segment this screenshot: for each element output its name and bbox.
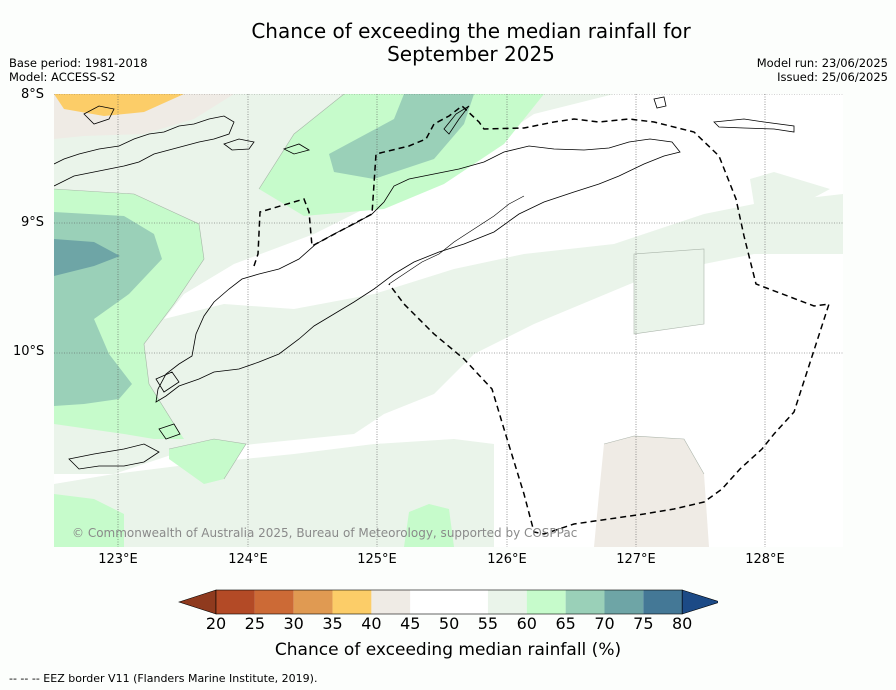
- colorbar-tick-label: 35: [322, 614, 343, 633]
- colorbar-tick-label: 60: [516, 614, 537, 633]
- colorbar-tick-label: 40: [361, 614, 382, 633]
- model-run: Model run: 23/06/2025: [756, 56, 888, 70]
- colorbar-tick-label: 70: [594, 614, 615, 633]
- colorbar: [178, 589, 718, 615]
- base-period: Base period: 1981-2018: [9, 56, 148, 70]
- border-timor: [388, 195, 525, 285]
- copyright-notice: © Commonwealth of Australia 2025, Bureau…: [72, 526, 578, 540]
- issued-date: Issued: 25/06/2025: [777, 70, 888, 84]
- colorbar-tick-label: 25: [244, 614, 266, 633]
- title-line-2: September 2025: [387, 42, 555, 66]
- meta-left: Base period: 1981-2018 Model: ACCESS-S2: [9, 56, 148, 84]
- lat-label-9s: 9°S: [21, 215, 45, 230]
- contour-55-60-ne: [750, 172, 830, 219]
- title-line-1: Chance of exceeding the median rainfall …: [251, 19, 691, 43]
- colorbar-cell: [254, 590, 294, 614]
- eez-footer-note: -- -- -- EEZ border V11 (Flanders Marine…: [9, 672, 318, 685]
- contour-60-65-sw: [169, 439, 246, 484]
- colorbar-tick-label: 65: [555, 614, 576, 633]
- coastline-rote: [68, 371, 181, 470]
- contour-35-40-nw: [54, 94, 184, 116]
- colorbar-tick-label: 50: [438, 614, 460, 633]
- colorbar-tick-label: 30: [283, 614, 304, 633]
- lon-label-127e: 127°E: [616, 552, 656, 567]
- colorbar-tick-label: 75: [633, 614, 654, 633]
- colorbar-tick-label: 20: [205, 614, 227, 633]
- colorbar-cell: [371, 590, 411, 614]
- colorbar-tick-label: 45: [400, 614, 421, 633]
- coastline-timor: [155, 138, 681, 403]
- colorbar-cell: [604, 590, 644, 614]
- contour-60-65-sw2: [54, 494, 124, 547]
- coastline-wetar: [443, 96, 795, 135]
- contour-65-70-north: [329, 94, 474, 179]
- eez-border: [253, 105, 831, 535]
- colorbar-extend-low: [178, 589, 217, 615]
- contour-60-65-southb: [404, 504, 454, 547]
- lat-label-8s: 8°S: [21, 87, 45, 102]
- colorbar-tick-label: 80: [672, 614, 693, 633]
- colorbar-label: Chance of exceeding median rainfall (%): [274, 640, 622, 660]
- colorbar-cell: [487, 590, 527, 614]
- lon-label-125e: 125°E: [357, 552, 397, 567]
- coastline-flores: [54, 115, 235, 187]
- coastline-solor: [83, 105, 311, 155]
- meta-right: Model run: 23/06/2025 Issued: 25/06/2025: [757, 56, 888, 84]
- gridlines: [54, 94, 843, 547]
- contour-55-60-east: [634, 249, 704, 334]
- lon-label-124e: 124°E: [228, 552, 268, 567]
- model-name: Model: ACCESS-S2: [9, 70, 116, 84]
- colorbar-cell: [293, 590, 333, 614]
- colorbar-cell: [410, 590, 450, 614]
- colorbar-extend-high: [681, 589, 718, 615]
- map-title: Chance of exceeding the median rainfall …: [0, 20, 896, 66]
- contour-40-45-south: [594, 436, 709, 547]
- colorbar-cell: [216, 590, 255, 614]
- contour-60-65-south: [364, 454, 489, 547]
- colorbar-cell: [449, 590, 488, 614]
- colorbar-cell: [526, 590, 566, 614]
- lon-label-128e: 128°E: [745, 552, 785, 567]
- lat-label-10s: 10°S: [13, 344, 45, 359]
- colorbar-cell: [643, 590, 683, 614]
- colorbar-frame: [215, 589, 683, 615]
- rainfall-map: [54, 94, 843, 547]
- lon-label-126e: 126°E: [487, 552, 527, 567]
- lon-label-123e: 123°E: [98, 552, 138, 567]
- contour-70-75-west: [54, 239, 120, 276]
- colorbar-cell: [565, 590, 605, 614]
- colorbar-tick-label: 55: [477, 614, 499, 633]
- colorbar-cell: [332, 590, 372, 614]
- contour-45-55-central: [164, 94, 843, 319]
